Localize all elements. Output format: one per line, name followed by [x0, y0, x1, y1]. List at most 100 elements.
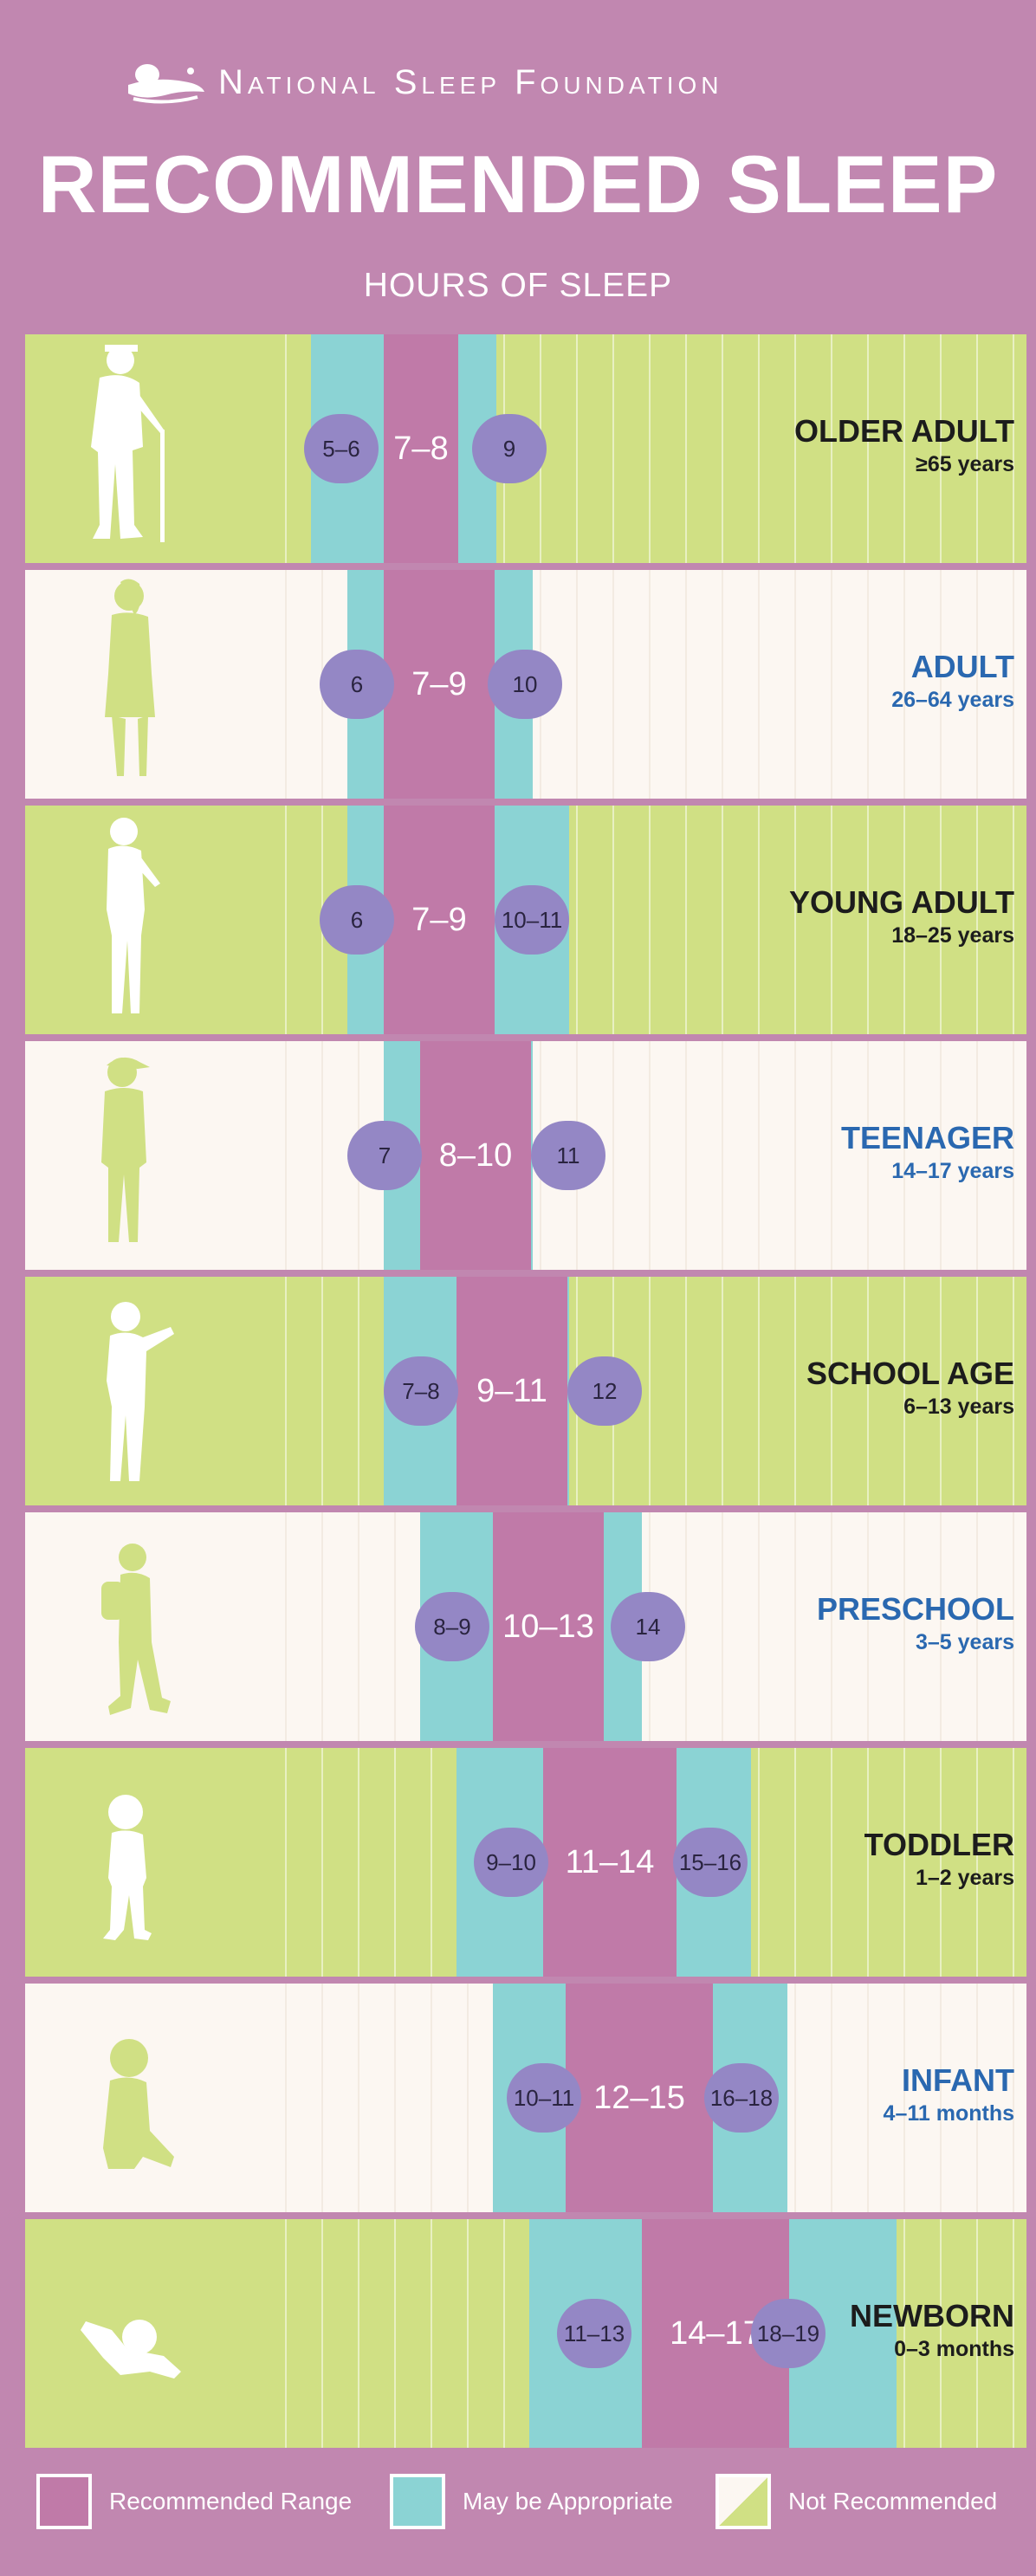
hour-gridline [903, 1277, 905, 1505]
age-row-school-age: 9–11 7–8 12 SCHOOL AGE 6–13 years [25, 1277, 1026, 1505]
hour-gridline [794, 1277, 796, 1505]
hour-gridline [758, 570, 760, 799]
age-group-name: SCHOOL AGE [806, 1356, 1014, 1391]
legend-label-may-be-appropriate: May be Appropriate [463, 2488, 673, 2515]
age-group-name: PRESCHOOL [816, 1591, 1014, 1627]
hour-gridline [758, 806, 760, 1034]
age-group-range: 6–13 years [903, 1395, 1014, 1419]
may-be-appropriate-swatch [390, 2474, 445, 2529]
hour-gridline [867, 806, 869, 1034]
school-age-child-silhouette-icon [107, 1302, 174, 1481]
low-appropriate-bubble: 7–8 [384, 1356, 458, 1426]
hour-gridline [903, 806, 905, 1034]
hour-gridline [285, 570, 287, 799]
hour-gridline [1013, 2219, 1014, 2448]
age-group-range: 18–25 years [891, 923, 1014, 948]
recommended-band [543, 1748, 677, 1977]
recommended-range-label: 7–8 [393, 430, 449, 467]
legend-item-not-recommended: Not Recommended [715, 2467, 1027, 2536]
low-appropriate-bubble: 10–11 [507, 2063, 581, 2133]
young-adult-with-phone-silhouette-icon [107, 818, 160, 1013]
age-row-newborn: 14–17 11–13 18–19 NEWBORN 0–3 months [25, 2219, 1026, 2448]
older-adult-with-cane-silhouette-icon [91, 345, 165, 542]
hour-gridline [794, 806, 796, 1034]
hour-gridline [649, 570, 651, 799]
hour-gridline [321, 1748, 323, 1977]
age-group-name: INFANT [902, 2062, 1014, 2098]
hour-gridline [1013, 1748, 1014, 1977]
recommended-band [566, 1984, 713, 2212]
recommended-range-label: 10–13 [502, 1608, 594, 1645]
hour-gridline [794, 1041, 796, 1270]
hour-gridline [722, 1041, 723, 1270]
hour-gridline [903, 1984, 905, 2212]
hour-gridline [831, 570, 832, 799]
legend-label-not-recommended: Not Recommended [788, 2488, 998, 2515]
high-appropriate-bubble: 11 [531, 1121, 605, 1190]
hour-gridline [649, 1041, 651, 1270]
high-appropriate-bubble: 15–16 [673, 1828, 748, 1897]
low-appropriate-bubble: 9–10 [474, 1828, 548, 1897]
age-group-name: TODDLER [864, 1827, 1014, 1862]
hour-gridline [685, 334, 687, 563]
recommended-range-label: 8–10 [438, 1137, 513, 1174]
recommended-band [420, 1041, 531, 1270]
recommended-band [384, 806, 495, 1034]
hour-gridline [467, 1984, 469, 2212]
hour-gridline [285, 1984, 287, 2212]
hour-gridline [831, 1277, 832, 1505]
recommended-range-label: 7–9 [411, 902, 467, 938]
hour-gridline [903, 334, 905, 563]
hour-gridline [467, 2219, 469, 2448]
hour-gridline [758, 1277, 760, 1505]
legend-item-recommended: Recommended Range [36, 2467, 366, 2536]
recommended-range-label: 7–9 [411, 666, 467, 702]
legend-label-recommended: Recommended Range [109, 2488, 353, 2515]
hour-gridline [976, 1041, 978, 1270]
hour-gridline [867, 570, 869, 799]
hour-gridline [940, 334, 942, 563]
hour-gridline [285, 334, 287, 563]
hour-gridline [940, 570, 942, 799]
hour-gridline [431, 1748, 432, 1977]
age-group-range: 0–3 months [894, 2337, 1014, 2361]
hour-gridline [649, 1277, 651, 1505]
high-appropriate-bubble: 9 [472, 414, 547, 483]
hour-gridline [794, 334, 796, 563]
hour-gridline [431, 1984, 432, 2212]
hour-gridline [831, 806, 832, 1034]
hour-gridline [976, 570, 978, 799]
hour-gridline [612, 570, 614, 799]
hour-gridline [358, 1277, 359, 1505]
hour-gridline [649, 334, 651, 563]
hour-gridline [503, 2219, 505, 2448]
brand-header: National Sleep Foundation [0, 52, 1036, 113]
hour-gridline [867, 1041, 869, 1270]
chart-subtitle: HOURS OF SLEEP [363, 267, 673, 304]
high-appropriate-bubble: 14 [611, 1592, 685, 1661]
high-appropriate-bubble: 16–18 [704, 2063, 779, 2133]
hour-gridline [831, 1041, 832, 1270]
age-row-young-adult: 7–9 6 10–11 YOUNG ADULT 18–25 years [25, 806, 1026, 1034]
hour-gridline [1013, 1984, 1014, 2212]
hour-gridline [758, 1748, 760, 1977]
hour-gridline [867, 1512, 869, 1741]
hour-gridline [794, 1512, 796, 1741]
hour-gridline [976, 1277, 978, 1505]
low-appropriate-bubble: 6 [320, 650, 394, 719]
hour-gridline [976, 334, 978, 563]
age-group-range: 1–2 years [915, 1866, 1014, 1890]
hour-gridline [358, 1512, 359, 1741]
hour-gridline [685, 570, 687, 799]
high-appropriate-bubble: 12 [567, 1356, 642, 1426]
recommended-range-label: 12–15 [593, 2080, 685, 2116]
age-group-range: 14–17 years [891, 1159, 1014, 1183]
age-group-name: NEWBORN [850, 2298, 1014, 2333]
hour-gridline [285, 2219, 287, 2448]
recommended-band [384, 334, 458, 563]
low-appropriate-bubble: 8–9 [415, 1592, 489, 1661]
hour-gridline [722, 1512, 723, 1741]
hour-gridline [1013, 570, 1014, 799]
adult-woman-silhouette-icon [105, 579, 155, 776]
recommended-range-label: 11–14 [565, 1844, 655, 1880]
